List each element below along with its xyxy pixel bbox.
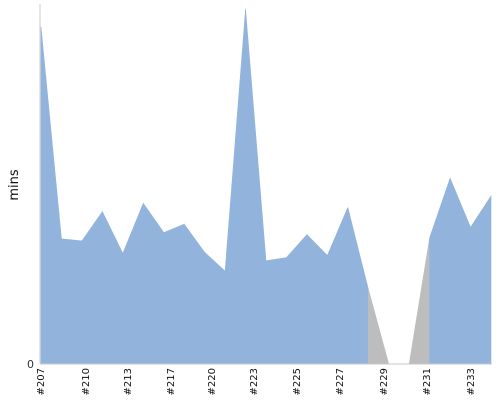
x-tick-label-4: #220 <box>207 368 218 395</box>
area-segment-1 <box>61 238 83 365</box>
area-segment-0 <box>40 26 62 365</box>
area-segment-6 <box>163 223 185 365</box>
area-segment-19 <box>429 178 451 365</box>
x-tick-label-7: #227 <box>335 368 346 395</box>
area-segment-8 <box>204 251 226 365</box>
x-tick-label-0: #207 <box>36 368 47 395</box>
area-segment-20 <box>449 178 471 365</box>
y-axis-label: mins <box>7 169 22 201</box>
area-segment-10 <box>245 9 267 365</box>
x-tick-label-9: #231 <box>422 368 433 395</box>
area-segment-2 <box>81 210 103 365</box>
area-segment-11 <box>265 257 287 365</box>
x-tick-label-1: #210 <box>81 368 92 395</box>
area-segment-14 <box>327 207 349 365</box>
area-segment-7 <box>183 223 205 365</box>
failure-area-segment-18 <box>408 237 430 365</box>
area-segment-13 <box>306 233 328 365</box>
area-segment-21 <box>470 194 492 365</box>
area-segment-3 <box>102 211 124 365</box>
area-segment-12 <box>286 233 308 365</box>
area-segment-9 <box>224 9 246 365</box>
x-tick-label-3: #217 <box>166 368 177 395</box>
x-tick-labels: #207 #210 #213 #217 #220 #223 #225 #227 #229 #231… <box>36 368 477 395</box>
x-tick-label-6: #225 <box>292 368 303 395</box>
x-tick-label-8: #229 <box>379 368 390 395</box>
x-tick-label-5: #223 <box>249 368 260 395</box>
area-segment-4 <box>122 203 144 365</box>
area-series <box>40 9 492 365</box>
y-tick-label-0: 0 <box>27 358 34 371</box>
x-tick-label-2: #213 <box>123 368 134 395</box>
x-tick-label-10: #233 <box>466 368 477 395</box>
area-segment-15 <box>347 207 369 365</box>
area-segment-5 <box>142 202 165 365</box>
failure-area-segment-16 <box>367 288 390 365</box>
